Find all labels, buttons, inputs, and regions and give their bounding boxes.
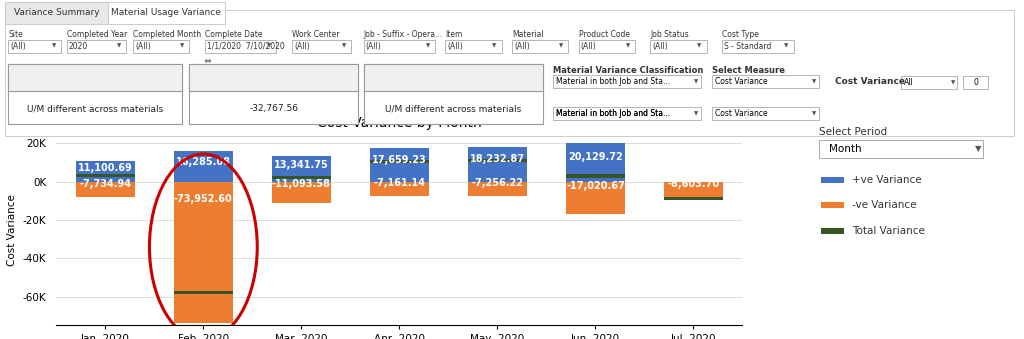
- Bar: [272, 176, 331, 179]
- Text: (All): (All): [135, 42, 151, 51]
- Text: -ve Variance: -ve Variance: [852, 200, 916, 211]
- Text: All: All: [904, 78, 914, 87]
- Text: 11,100.69: 11,100.69: [78, 163, 133, 173]
- Text: Material in both Job and Sta...: Material in both Job and Sta...: [556, 109, 670, 118]
- Text: Product Code: Product Code: [579, 30, 630, 39]
- Text: 17,659.23: 17,659.23: [372, 155, 427, 165]
- Bar: [272, 182, 331, 203]
- Text: 1/1/2020  7/10/2020: 1/1/2020 7/10/2020: [207, 42, 285, 51]
- Text: ▼: ▼: [426, 44, 430, 48]
- Text: -32,767.56: -32,767.56: [250, 104, 298, 114]
- Text: Complete Date: Complete Date: [205, 30, 262, 39]
- Text: ⬌: ⬌: [204, 55, 212, 65]
- Text: Cost Variance: Cost Variance: [237, 73, 311, 82]
- Bar: [76, 161, 135, 182]
- Bar: [174, 291, 232, 294]
- Bar: [468, 182, 526, 196]
- Text: ▼: ▼: [697, 44, 701, 48]
- Text: Work Center: Work Center: [292, 30, 339, 39]
- Bar: [76, 182, 135, 197]
- Text: ▼: ▼: [975, 144, 981, 153]
- Text: (All): (All): [447, 42, 463, 51]
- Text: Material: Material: [512, 30, 544, 39]
- Text: 0: 0: [974, 78, 978, 87]
- Text: ▼: ▼: [812, 112, 816, 116]
- Text: (All): (All): [514, 42, 529, 51]
- Text: U/M different across materials: U/M different across materials: [385, 104, 521, 114]
- Text: Completed Year: Completed Year: [67, 30, 127, 39]
- Text: -11,093.58: -11,093.58: [272, 179, 331, 190]
- Bar: [566, 182, 625, 214]
- Text: ▼: ▼: [694, 112, 698, 116]
- Text: -17,020.67: -17,020.67: [566, 181, 625, 191]
- Text: ▼: ▼: [694, 79, 698, 84]
- Bar: [566, 143, 625, 182]
- Bar: [468, 147, 526, 182]
- Text: ▼: ▼: [951, 80, 955, 85]
- Text: 18,232.87: 18,232.87: [470, 154, 525, 164]
- Text: Select Period: Select Period: [819, 127, 888, 137]
- Text: Material in both Job and Sta...: Material in both Job and Sta...: [556, 77, 670, 86]
- Text: Job Status: Job Status: [650, 30, 689, 39]
- Text: S - Standard: S - Standard: [724, 42, 771, 51]
- Text: -7,161.14: -7,161.14: [374, 178, 425, 188]
- Bar: [370, 160, 429, 163]
- Text: +ve Variance: +ve Variance: [852, 175, 922, 185]
- Text: Cost Type: Cost Type: [722, 30, 759, 39]
- Bar: [272, 156, 331, 182]
- Text: -73,952.60: -73,952.60: [174, 194, 232, 204]
- Text: ▼: ▼: [559, 44, 563, 48]
- Text: ▼: ▼: [52, 44, 56, 48]
- Text: Total Variance: Total Variance: [852, 226, 925, 236]
- Text: (All): (All): [366, 42, 381, 51]
- Y-axis label: Cost Variance: Cost Variance: [7, 194, 17, 266]
- Text: ▼: ▼: [267, 44, 271, 48]
- Text: Cost Variance: Cost Variance: [715, 109, 767, 118]
- Bar: [174, 151, 232, 182]
- Text: ▼: ▼: [784, 44, 788, 48]
- Bar: [76, 174, 135, 177]
- Text: 16,285.08: 16,285.08: [176, 157, 230, 166]
- Text: Variance Summary: Variance Summary: [13, 8, 99, 17]
- Text: Job - Suffix - Opera...: Job - Suffix - Opera...: [364, 30, 442, 39]
- Text: Month: Month: [829, 144, 862, 154]
- Text: -7,734.94: -7,734.94: [79, 179, 131, 188]
- Text: Completed Month: Completed Month: [133, 30, 202, 39]
- Text: Item: Item: [445, 30, 463, 39]
- Text: -8,603.70: -8,603.70: [668, 179, 720, 189]
- Text: ▼: ▼: [812, 79, 816, 84]
- Title: Cost Variance by Month: Cost Variance by Month: [317, 116, 481, 130]
- Text: 20,129.72: 20,129.72: [568, 152, 623, 162]
- Bar: [664, 182, 723, 198]
- Bar: [664, 197, 723, 200]
- Bar: [370, 182, 429, 196]
- Text: (All): (All): [581, 42, 596, 51]
- Text: ▼: ▼: [117, 44, 121, 48]
- Text: Cost Variance: Cost Variance: [835, 77, 904, 86]
- Text: ▼: ▼: [180, 44, 184, 48]
- Bar: [174, 182, 232, 323]
- Text: Site: Site: [8, 30, 23, 39]
- Text: (All): (All): [652, 42, 668, 51]
- Text: ▼: ▼: [493, 44, 497, 48]
- Text: ▼: ▼: [342, 44, 346, 48]
- Text: Select Measure: Select Measure: [712, 65, 784, 75]
- Text: Material Usage Variance: Material Usage Variance: [112, 8, 221, 17]
- Text: Cost Variance: Cost Variance: [715, 77, 767, 86]
- Text: 13,341.75: 13,341.75: [274, 160, 329, 170]
- Text: Qty Variance %: Qty Variance %: [412, 73, 495, 82]
- Text: ▼: ▼: [626, 44, 630, 48]
- Text: -7,256.22: -7,256.22: [471, 178, 523, 188]
- Text: Qty Variance: Qty Variance: [60, 73, 130, 82]
- Text: Material Variance Classification: Material Variance Classification: [553, 65, 703, 75]
- Text: 2020: 2020: [69, 42, 88, 51]
- Text: U/M different across materials: U/M different across materials: [27, 104, 164, 114]
- Text: Material in both Job and Sta...: Material in both Job and Sta...: [556, 109, 670, 118]
- Text: (All): (All): [10, 42, 26, 51]
- Bar: [468, 159, 526, 162]
- Text: (All): (All): [294, 42, 309, 51]
- Bar: [370, 148, 429, 182]
- Bar: [566, 174, 625, 178]
